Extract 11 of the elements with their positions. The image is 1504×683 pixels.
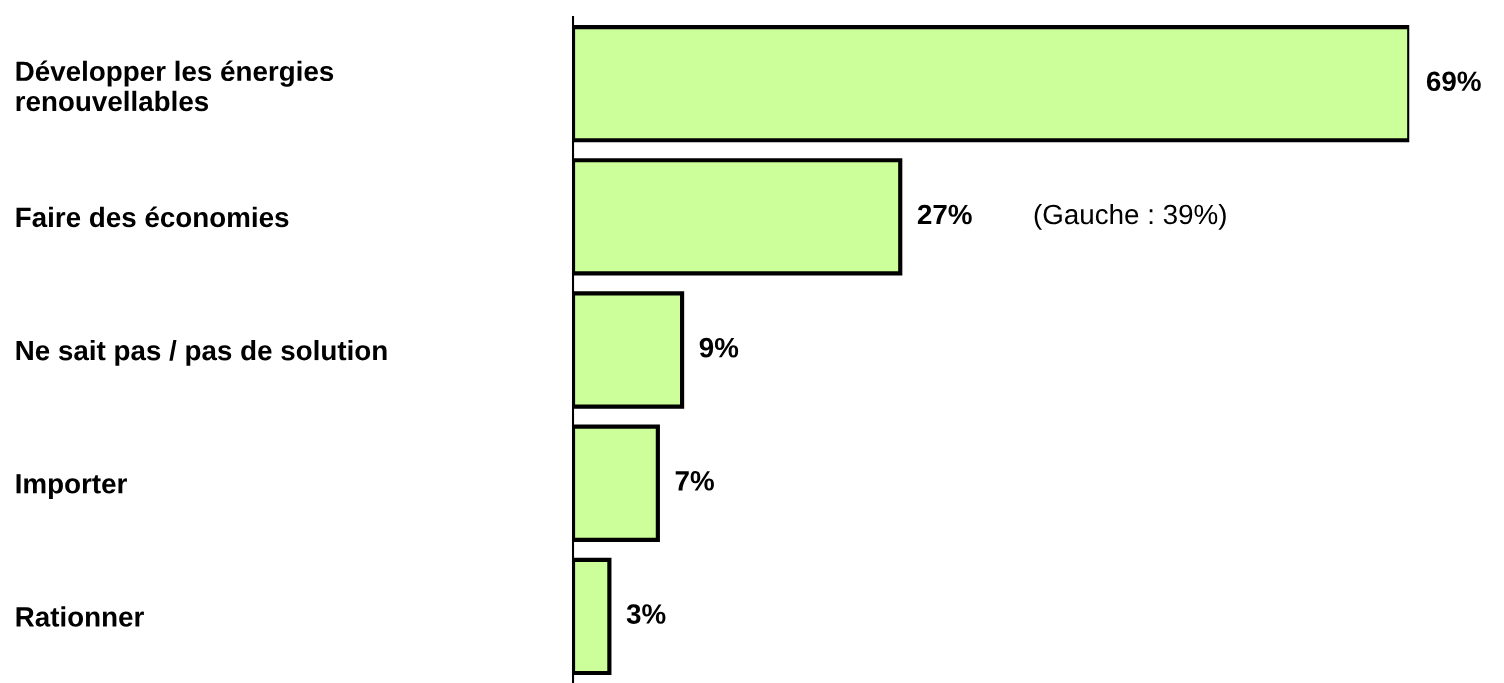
- y-tick-label: Développer les énergies renouvellables: [16, 60, 334, 112]
- y-tick-label: Faire des économies: [16, 206, 289, 228]
- data-label: 27%: [917, 204, 972, 225]
- data-label: 69%: [1426, 71, 1481, 92]
- data-label: 7%: [675, 471, 714, 491]
- y-tick-label: Rationner: [16, 606, 144, 627]
- annotation: (Gauche : 39%): [1034, 203, 1226, 230]
- data-label: 9%: [699, 337, 739, 358]
- y-tick-label: Importer: [16, 474, 127, 500]
- y-tick-label: Ne sait pas / pas de solution: [16, 339, 387, 366]
- data-label: 3%: [626, 604, 666, 624]
